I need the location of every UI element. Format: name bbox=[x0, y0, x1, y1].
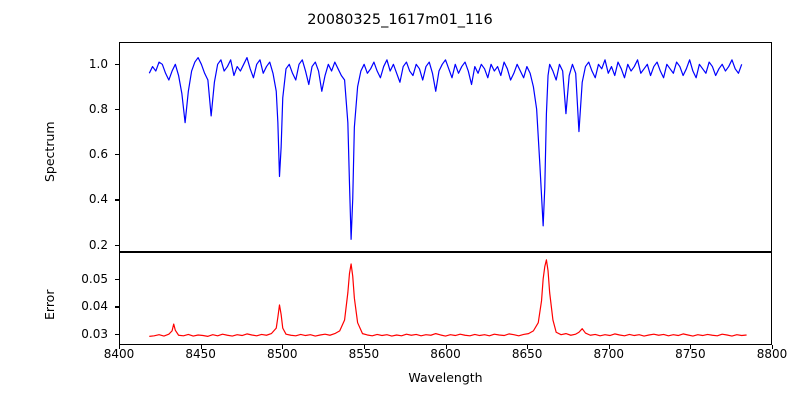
x-tick-label: 8800 bbox=[756, 347, 788, 361]
spectrum-plot-area bbox=[120, 43, 771, 251]
error-trace bbox=[149, 260, 746, 337]
spectrum-y-tick-label: 1.0 bbox=[88, 56, 108, 71]
error-panel bbox=[119, 252, 772, 345]
x-tick-mark bbox=[690, 345, 692, 349]
error-y-tick-mark bbox=[115, 306, 119, 308]
x-tick-mark bbox=[608, 345, 610, 349]
x-tick-mark bbox=[119, 345, 121, 349]
spectrum-panel bbox=[119, 42, 772, 252]
x-tick-mark bbox=[445, 345, 447, 349]
spectrum-y-tick-mark bbox=[115, 63, 119, 65]
error-y-tick-label: 0.05 bbox=[81, 271, 108, 286]
x-tick-label: 8500 bbox=[266, 347, 298, 361]
error-y-tick-label: 0.03 bbox=[81, 327, 108, 342]
spectrum-trace bbox=[149, 58, 741, 240]
error-y-tick-mark bbox=[115, 334, 119, 336]
spectrum-y-tick-label: 0.4 bbox=[88, 192, 108, 207]
spectrum-y-tick-label: 0.2 bbox=[88, 237, 108, 252]
error-y-tick-label: 0.04 bbox=[81, 299, 108, 314]
error-plot-area bbox=[120, 253, 771, 344]
error-y-tick-mark bbox=[115, 278, 119, 280]
spectrum-y-tick-mark bbox=[115, 154, 119, 156]
x-tick-label: 8550 bbox=[348, 347, 380, 361]
spectrum-y-tick-label: 0.8 bbox=[88, 101, 108, 116]
x-axis-label: Wavelength bbox=[408, 370, 483, 385]
x-tick-mark bbox=[200, 345, 202, 349]
x-tick-label: 8450 bbox=[185, 347, 216, 361]
x-tick-mark bbox=[282, 345, 284, 349]
x-tick-label: 8750 bbox=[675, 347, 706, 361]
x-tick-mark bbox=[363, 345, 365, 349]
spectrum-y-tick-mark bbox=[115, 199, 119, 201]
x-tick-label: 8700 bbox=[593, 347, 625, 361]
spectrum-y-tick-label: 0.6 bbox=[88, 147, 108, 162]
spectrum-y-tick-mark bbox=[115, 108, 119, 110]
x-tick-label: 8650 bbox=[511, 347, 543, 361]
spectrum-y-tick-mark bbox=[115, 244, 119, 246]
x-tick-label: 8600 bbox=[430, 347, 461, 361]
x-tick-label: 8400 bbox=[103, 347, 135, 361]
x-tick-mark bbox=[527, 345, 529, 349]
x-tick-mark bbox=[772, 345, 774, 349]
chart-title: 20080325_1617m01_116 bbox=[307, 12, 493, 28]
